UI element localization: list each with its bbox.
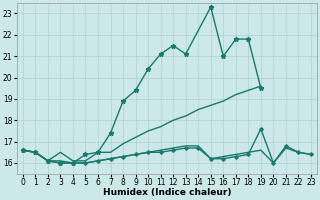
X-axis label: Humidex (Indice chaleur): Humidex (Indice chaleur) [103, 188, 231, 197]
